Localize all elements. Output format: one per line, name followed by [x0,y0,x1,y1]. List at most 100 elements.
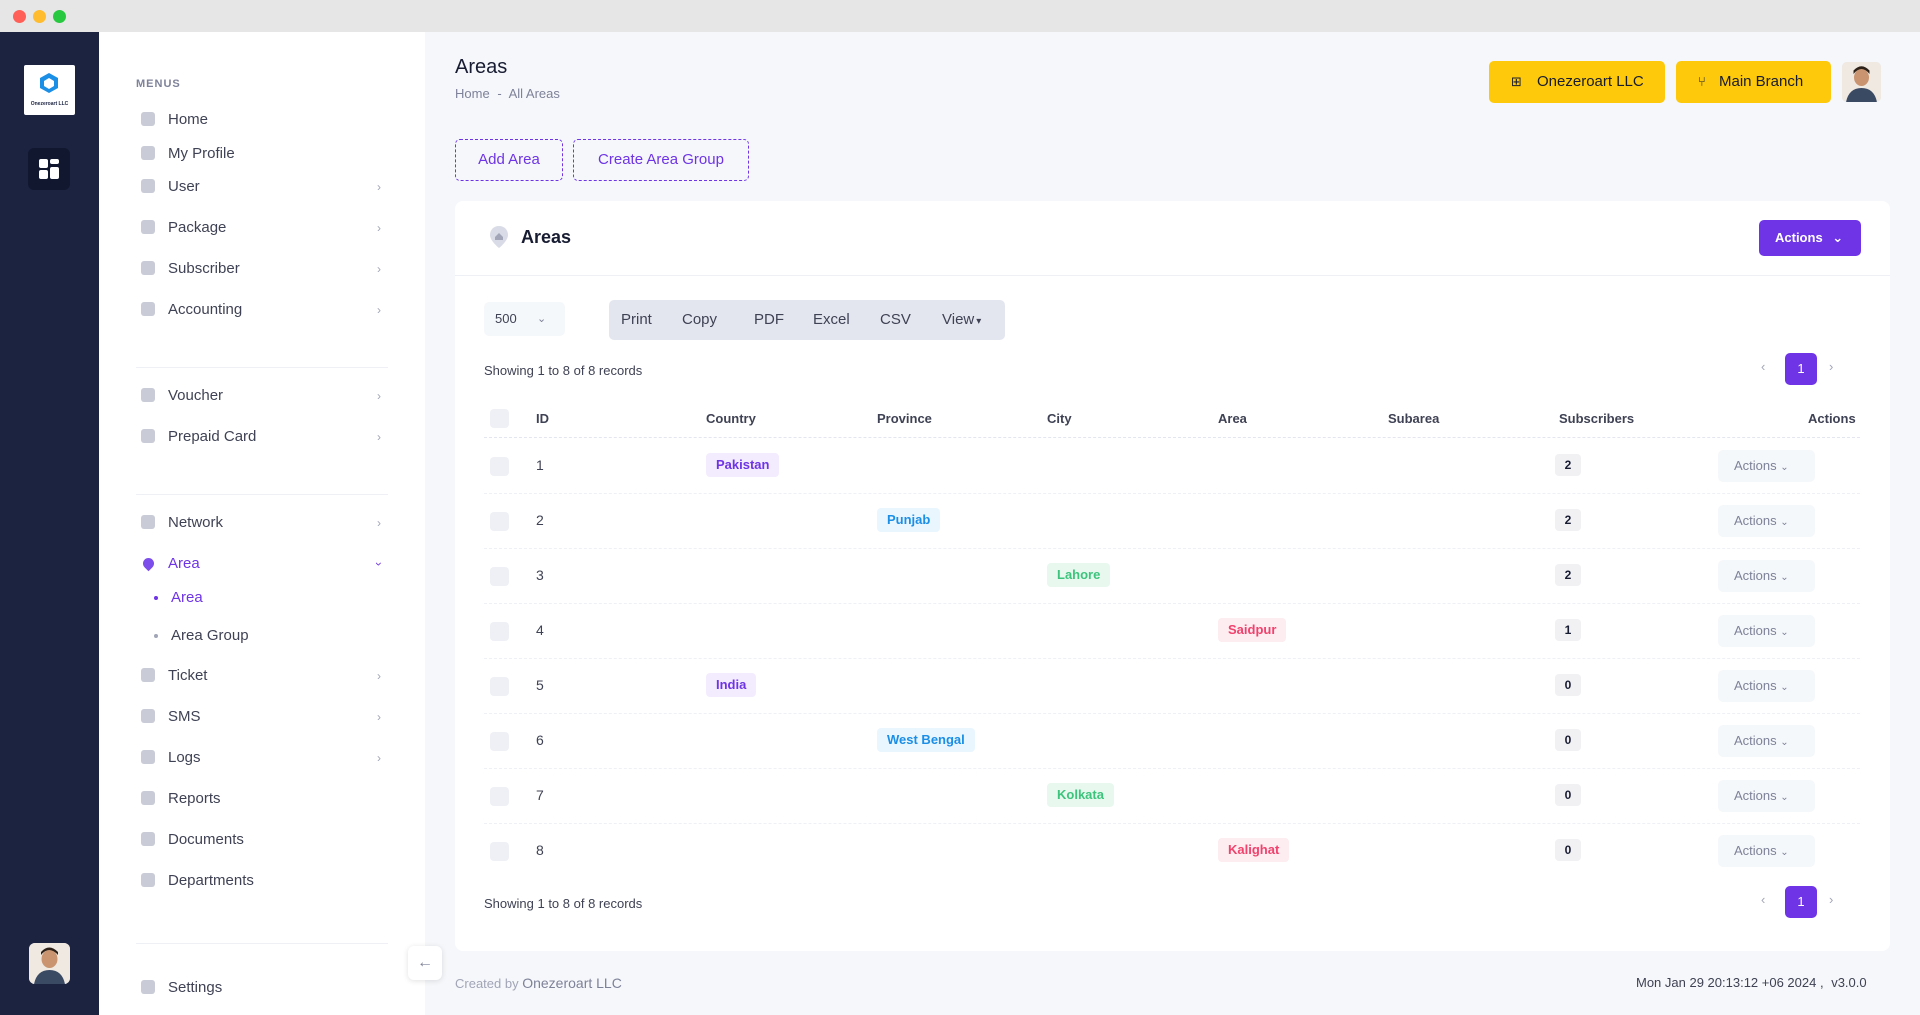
table-row: 3 Lahore 2 Actions ⌄ [484,549,1860,604]
column-header-subscribers[interactable]: Subscribers [1559,411,1635,426]
excel-button[interactable]: Excel [813,311,850,328]
chevron-down-icon: ⌄ [1780,572,1789,583]
footer-datetime: Mon Jan 29 20:13:12 +06 2024 , [1636,975,1824,990]
row-actions-label: Actions [1734,678,1777,693]
column-header-city[interactable]: City [1047,411,1072,426]
row-checkbox[interactable] [490,512,509,531]
records-info: Showing 1 to 8 of 8 records [484,363,643,378]
sidebar-item-logs[interactable]: Logs › [99,740,425,774]
column-header-subarea[interactable]: Subarea [1388,411,1440,426]
app-logo[interactable]: Onezeroart LLC [24,65,75,115]
sidebar-item-label: Settings [168,979,223,996]
sidebar-subitem-area[interactable]: Area [99,583,425,613]
company-button[interactable]: ⊞ Onezeroart LLC [1489,61,1665,103]
column-header-country[interactable]: Country [706,411,756,426]
chevron-right-icon: › [377,221,381,235]
branch-button[interactable]: ⑂ Main Branch [1676,61,1831,103]
chevron-right-icon[interactable]: › [1829,359,1834,374]
chevron-left-icon[interactable]: ‹ [1761,359,1766,374]
sidebar-item-reports[interactable]: Reports [99,781,425,815]
minimize-window-button[interactable] [33,10,46,23]
user-avatar[interactable] [1842,62,1881,102]
sidebar-subitem-area-group[interactable]: Area Group [99,621,425,651]
sidebar-item-area[interactable]: Area › [99,546,425,580]
row-checkbox[interactable] [490,787,509,806]
page-1-button[interactable]: 1 [1785,353,1817,385]
subscriber-count: 0 [1555,674,1581,696]
sidebar-item-prepaid-card[interactable]: Prepaid Card › [99,419,425,453]
row-actions-button[interactable]: Actions ⌄ [1718,780,1815,812]
row-checkbox[interactable] [490,567,509,586]
row-actions-button[interactable]: Actions ⌄ [1718,725,1815,757]
sidebar-item-ticket[interactable]: Ticket › [99,658,425,692]
province-badge: West Bengal [877,728,975,752]
sidebar-item-my-profile[interactable]: My Profile [99,136,425,170]
dashboard-icon[interactable] [28,148,70,190]
actions-dropdown-button[interactable]: Actions ⌄ [1759,220,1861,256]
export-button-group: Print Copy PDF Excel CSV View ▾ [609,300,1005,340]
column-visibility-button[interactable]: View ▾ [942,300,981,340]
row-checkbox[interactable] [490,732,509,751]
add-area-button[interactable]: Add Area [455,139,563,181]
table-row: 4 Saidpur 1 Actions ⌄ [484,604,1860,659]
sidebar-item-label: Area [168,555,200,572]
sidebar-item-user[interactable]: User › [99,169,425,203]
select-all-checkbox[interactable] [490,409,509,428]
row-actions-button[interactable]: Actions ⌄ [1718,560,1815,592]
table-row: 6 West Bengal 0 Actions ⌄ [484,714,1860,769]
page-1-button[interactable]: 1 [1785,886,1817,918]
chevron-left-icon[interactable]: ‹ [1761,892,1766,907]
table-row: 1 Pakistan 2 Actions ⌄ [484,439,1860,494]
chevron-down-icon: ⌄ [1780,517,1789,528]
collapse-sidebar-button[interactable]: ← [408,946,442,980]
sidebar-item-accounting[interactable]: Accounting › [99,292,425,326]
arrow-left-icon: ← [417,954,433,971]
row-checkbox[interactable] [490,842,509,861]
sidebar-item-package[interactable]: Package › [99,210,425,244]
sidebar-item-subscriber[interactable]: Subscriber › [99,251,425,285]
row-actions-button[interactable]: Actions ⌄ [1718,505,1815,537]
pagination: ‹ 1 › [1761,353,1841,385]
maximize-window-button[interactable] [53,10,66,23]
row-id: 3 [536,567,544,583]
row-actions-button[interactable]: Actions ⌄ [1718,835,1815,867]
province-badge: Punjab [877,508,941,532]
close-window-button[interactable] [13,10,26,23]
user-icon [141,146,155,160]
breadcrumb-home[interactable]: Home [455,86,490,101]
column-header-id[interactable]: ID [536,411,549,426]
row-checkbox[interactable] [490,457,509,476]
sidebar-item-home[interactable]: Home [99,102,425,136]
menus-title: MENUS [136,78,181,90]
column-header-area[interactable]: Area [1218,411,1247,426]
print-button[interactable]: Print [621,311,652,328]
sidebar-item-voucher[interactable]: Voucher › [99,378,425,412]
page-size-select[interactable]: 500 ⌄ [484,302,565,336]
create-area-group-button[interactable]: Create Area Group [573,139,749,181]
copy-button[interactable]: Copy [682,311,718,328]
avatar[interactable] [29,943,70,984]
subscriber-count: 0 [1555,729,1581,751]
chevron-right-icon[interactable]: › [1829,892,1834,907]
footer-brand-link[interactable]: Onezeroart LLC [522,975,622,991]
row-actions-button[interactable]: Actions ⌄ [1718,450,1815,482]
pdf-button[interactable]: PDF [754,311,784,328]
row-checkbox[interactable] [490,622,509,641]
sidebar-item-settings[interactable]: Settings [99,970,425,1004]
sidebar-item-documents[interactable]: Documents [99,822,425,856]
sidebar-item-departments[interactable]: Departments [99,863,425,897]
app-rail: Onezeroart LLC [0,32,99,1015]
branch-button-label: Main Branch [1719,73,1804,90]
row-checkbox[interactable] [490,677,509,696]
column-header-province[interactable]: Province [877,411,932,426]
row-actions-button[interactable]: Actions ⌄ [1718,670,1815,702]
window-titlebar [0,0,1920,32]
chevron-right-icon: › [377,751,381,765]
page-size-value: 500 [495,311,517,326]
sidebar-item-sms[interactable]: SMS › [99,699,425,733]
sidebar-item-label: User [168,178,200,195]
chevron-right-icon: › [377,389,381,403]
csv-button[interactable]: CSV [880,311,911,328]
row-actions-button[interactable]: Actions ⌄ [1718,615,1815,647]
sidebar-item-network[interactable]: Network › [99,505,425,539]
